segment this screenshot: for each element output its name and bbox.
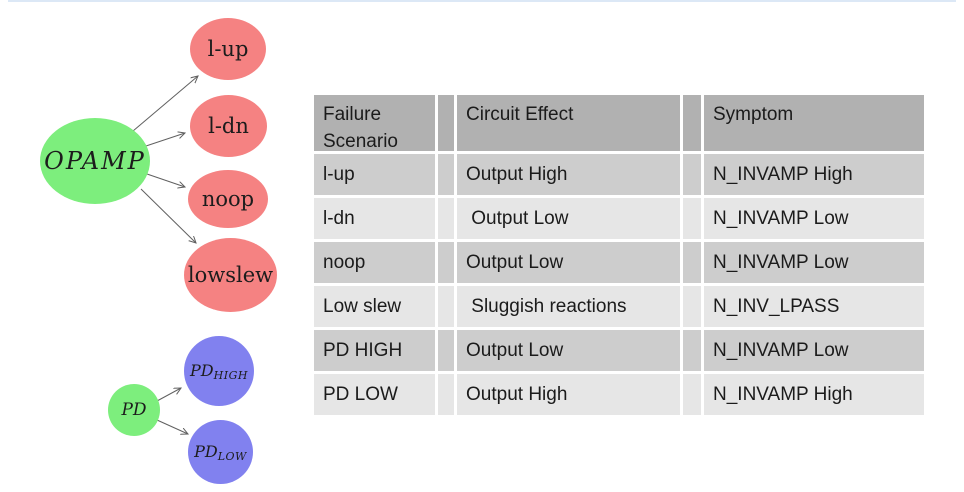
cell-symptom: N_INV_LPASS [704,286,924,327]
table-gap-cell [683,330,701,371]
cell-symptom: N_INVAMP Low [704,198,924,239]
table-gap-cell [683,198,701,239]
cell-scenario: Low slew [314,286,435,327]
table-gap-cell [438,198,454,239]
node-pd-low-subscript: LOW [217,450,247,463]
node-opamp-label: OPAMP [44,147,146,175]
arrow-pd-pdlow [156,419,188,434]
node-l-up-label: l-up [207,37,249,61]
table-gap-cell [683,242,701,283]
header-circuit-effect: Circuit Effect [457,95,680,151]
node-l-dn-label: l-dn [208,114,249,138]
node-l-up: l-up [190,18,266,80]
cell-symptom: N_INVAMP High [704,374,924,415]
arrow-pd-pdhigh [156,388,181,402]
cell-scenario: l-up [314,154,435,195]
header-failure-scenario: Failure Scenario [314,95,435,151]
cell-effect: Output Low [457,242,680,283]
fault-symptom-table: Failure Scenario Circuit Effect Symptom … [314,95,924,415]
table-gap-cell [438,374,454,415]
cell-effect: Sluggish reactions [457,286,680,327]
table-gap-cell [683,286,701,327]
node-lowslew: lowslew [184,238,277,312]
cell-scenario: l-dn [314,198,435,239]
cell-symptom: N_INVAMP Low [704,242,924,283]
node-opamp: OPAMP [40,118,150,204]
node-pd-high: PDHIGH [184,336,254,406]
node-pd-high-label: PDHIGH [190,361,248,382]
node-lowslew-label: lowslew [187,263,274,287]
cell-scenario: PD HIGH [314,330,435,371]
table-gap-cell [438,286,454,327]
node-pd-label: PD [121,400,147,420]
table-gap-cell [683,95,701,151]
node-noop-label: noop [201,187,255,211]
node-pd: PD [108,384,160,436]
table-gap-cell [438,242,454,283]
arrow-opamp-noop [146,173,185,187]
cell-symptom: N_INVAMP High [704,154,924,195]
cell-scenario: PD LOW [314,374,435,415]
cell-scenario: noop [314,242,435,283]
cell-effect: Output Low [457,198,680,239]
cell-effect: Output High [457,374,680,415]
cell-effect: Output Low [457,330,680,371]
table-gap-cell [438,330,454,371]
node-pd-low-label: PDLOW [194,442,247,463]
cell-effect: Output High [457,154,680,195]
arrow-opamp-ldn [142,133,185,148]
node-pd-low: PDLOW [188,420,253,484]
node-pd-high-subscript: HIGH [213,369,248,382]
table-gap-cell [683,374,701,415]
node-l-dn: l-dn [190,95,267,157]
table-gap-cell [438,154,454,195]
table-gap-cell [438,95,454,151]
cell-symptom: N_INVAMP Low [704,330,924,371]
top-divider [8,0,956,2]
arrow-opamp-lup [132,76,198,132]
table-gap-cell [683,154,701,195]
node-noop: noop [188,170,268,228]
header-symptom: Symptom [704,95,924,151]
